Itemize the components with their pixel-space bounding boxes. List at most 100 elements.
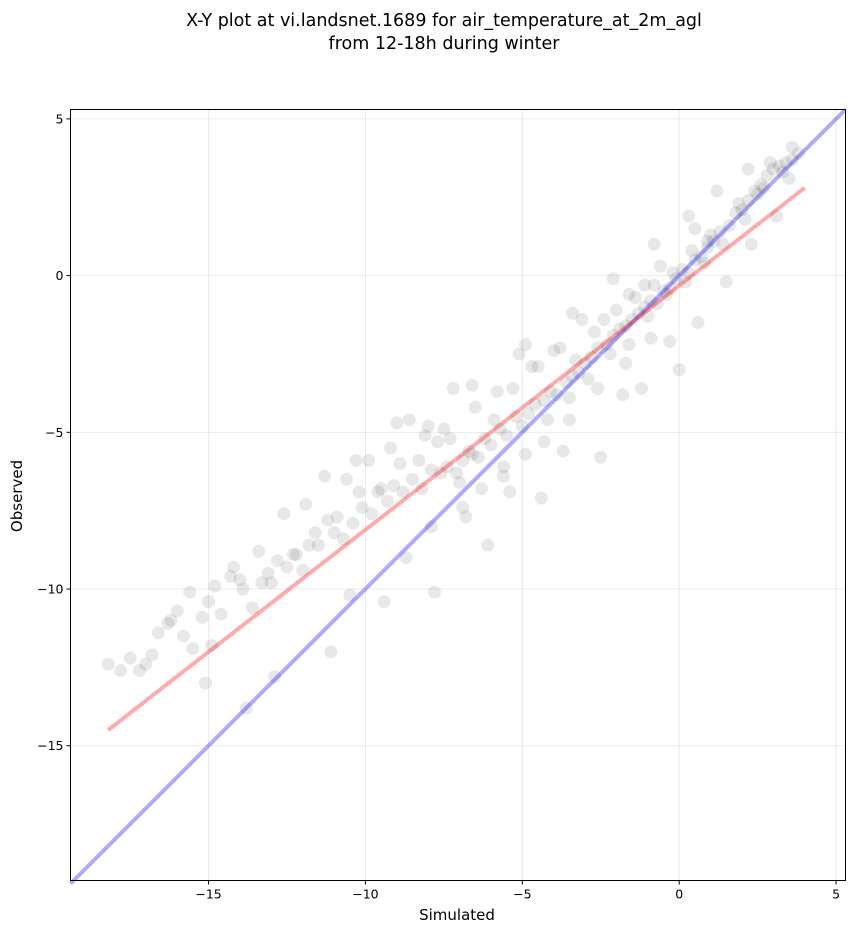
scatter-point — [101, 657, 115, 671]
scatter-point — [402, 413, 416, 427]
scatter-point — [791, 146, 805, 160]
scatter-point — [666, 265, 680, 279]
scatter-point — [613, 322, 627, 336]
scatter-point — [434, 466, 448, 480]
scatter-point — [660, 287, 674, 301]
scatter-point — [424, 519, 438, 533]
scatter-point — [311, 538, 325, 552]
scatter-point — [606, 328, 620, 342]
scatter-point — [161, 617, 175, 630]
scatter-point — [239, 701, 253, 715]
scatter-point — [616, 388, 630, 402]
scatter-point — [396, 485, 410, 499]
scatter-point — [453, 475, 467, 489]
plot-background — [70, 109, 846, 881]
scatter-point — [264, 576, 278, 590]
scatter-point — [490, 385, 504, 399]
scatter-point — [478, 432, 492, 446]
data-points — [101, 140, 805, 715]
grid-lines — [70, 109, 846, 881]
scatter-point — [638, 278, 652, 292]
scatter-point — [609, 303, 623, 317]
scatter-point — [685, 244, 699, 258]
scatter-point — [484, 438, 498, 452]
scatter-point — [528, 397, 542, 411]
scatter-point — [531, 360, 545, 373]
scatter-point — [481, 538, 495, 552]
scatter-point — [509, 410, 523, 424]
scatter-point — [691, 316, 705, 330]
scatter-point — [606, 272, 620, 286]
scatter-point — [678, 275, 692, 289]
scatter-point — [547, 344, 561, 358]
y-tick-label: −15 — [37, 738, 63, 753]
scatter-point — [399, 551, 413, 565]
scatter-point — [506, 381, 520, 395]
plot-frame — [70, 109, 846, 881]
scatter-point — [562, 391, 576, 405]
scatter-point — [581, 372, 595, 386]
y-tick-label: −10 — [37, 582, 63, 597]
scatter-point — [371, 485, 385, 499]
scatter-point — [729, 206, 743, 220]
scatter-point — [236, 582, 250, 596]
scatter-point — [449, 466, 463, 480]
scatter-point — [562, 413, 576, 427]
scatter-point — [170, 604, 184, 618]
scatter-point — [672, 363, 686, 377]
identity-line — [69, 108, 847, 886]
scatter-point — [487, 413, 501, 427]
scatter-point — [406, 472, 420, 486]
scatter-point — [748, 184, 762, 198]
scatter-point — [277, 507, 291, 521]
scatter-point — [638, 300, 652, 314]
scatter-point — [704, 228, 718, 242]
scatter-point — [710, 184, 724, 198]
chart-title-line-1: X-Y plot at vi.landsnet.1689 for air_tem… — [186, 11, 702, 31]
scatter-point — [224, 569, 238, 583]
scatter-point — [713, 225, 727, 239]
scatter-point — [418, 428, 432, 442]
y-tick-label: 5 — [56, 111, 64, 126]
scatter-point — [776, 165, 790, 179]
scatter-point — [663, 334, 677, 348]
scatter-point — [644, 294, 658, 308]
reference-lines — [69, 108, 847, 886]
scatter-point — [421, 419, 435, 433]
scatter-point — [321, 513, 335, 527]
scatter-point — [114, 664, 128, 678]
scatter-point — [782, 171, 796, 185]
scatter-point — [537, 394, 551, 408]
scatter-point — [525, 360, 539, 373]
scatter-point — [459, 510, 473, 524]
scatter-point — [773, 159, 787, 173]
scatter-point — [424, 463, 438, 477]
scatter-point — [255, 576, 269, 590]
scatter-point — [286, 548, 300, 562]
scatter-point — [440, 460, 454, 474]
scatter-point — [675, 262, 689, 276]
scatter-point — [503, 485, 517, 499]
scatter-point — [349, 454, 363, 468]
y-tick-label: 0 — [56, 268, 64, 283]
scatter-point — [682, 209, 696, 223]
scatter-point — [346, 516, 360, 530]
scatter-point — [302, 538, 316, 552]
scatter-point — [591, 381, 605, 395]
scatter-point — [387, 479, 401, 493]
scatter-point — [336, 532, 350, 546]
scatter-point — [716, 237, 730, 251]
scatter-point — [390, 416, 404, 430]
scatter-point — [735, 203, 749, 217]
scatter-point — [512, 347, 526, 361]
scatter-point — [744, 237, 758, 251]
scatter-point — [522, 407, 536, 421]
scatter-point — [123, 651, 137, 665]
scatter-point — [431, 435, 445, 449]
scatter-point — [757, 181, 771, 195]
scatter-point — [553, 341, 567, 355]
scatter-point — [139, 657, 153, 671]
scatter-point — [550, 388, 564, 402]
scatter-point — [289, 548, 303, 562]
